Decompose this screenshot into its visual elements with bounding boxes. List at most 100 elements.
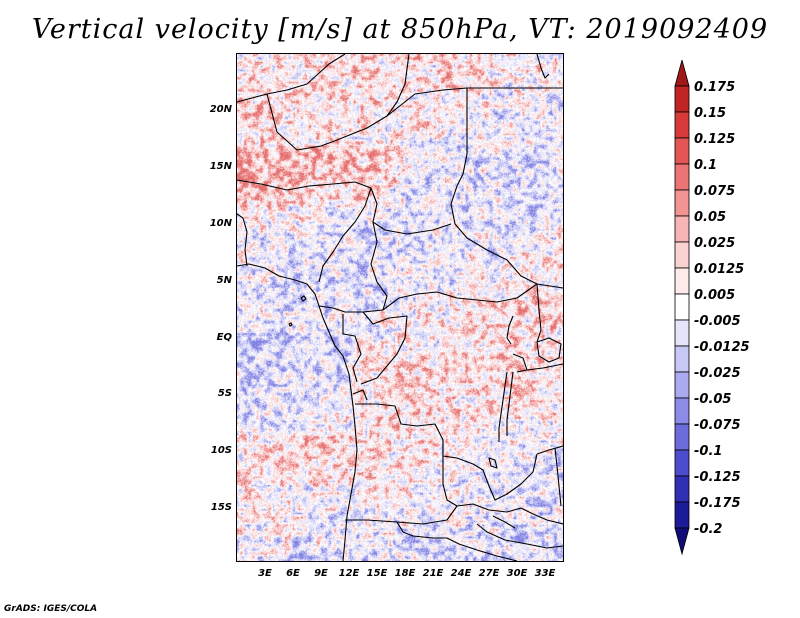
border-uganda-kenya [536,283,542,343]
colorbar-label: 0.0125 [694,262,745,277]
colorbar-segment [674,449,690,477]
colorbar-segment [674,501,690,529]
lake-tanganyika [498,371,508,442]
colorbar-label: 0.075 [694,184,736,199]
colorbar-label: -0.2 [694,522,723,537]
border-zambia [456,503,534,515]
colorbar-segment [674,215,690,243]
lon-label-24e: 24E [450,568,472,579]
lake-tanganyika-e [506,371,514,436]
colorbar-segment [674,267,690,295]
colorbar-label: 0.025 [694,236,736,251]
border-libya-chad [386,54,410,117]
colorbar-label: -0.0125 [694,340,750,355]
red-sea-coast [536,54,550,79]
map-title: Vertical velocity [m/s] at 850hPa, VT: 2… [31,14,769,45]
colorbar-label: -0.125 [694,470,741,485]
colorbar-label: 0.05 [694,210,727,225]
bioko-island [300,295,307,302]
lon-label-33e: 33E [534,568,556,579]
colorbar-label: -0.025 [694,366,741,381]
grads-credit: GrADS: IGES/COLA [4,604,98,614]
border-north-2 [266,87,468,151]
colorbar-label: 0.1 [694,158,718,173]
lon-label-15e: 15E [366,568,388,579]
border-zimbabwe [476,523,563,549]
border-cabinda [352,389,368,401]
lat-label-10n: 10N [209,218,232,229]
border-benin [237,213,248,267]
lon-label-21e: 21E [422,568,444,579]
lat-label-5s: 5S [217,388,232,399]
lat-label-eq: EQ [216,332,232,343]
colorbar-label: -0.175 [694,496,741,511]
lake-malawi [554,447,562,507]
lat-label-5n: 5N [216,275,232,286]
border-botswana [446,537,518,561]
border-tanzania [526,363,563,371]
colorbar-segment [674,111,690,139]
colorbar-segment [674,527,690,556]
lat-label-10s: 10S [210,445,232,456]
colorbar-label: -0.1 [694,444,723,459]
lon-label-9e: 9E [314,568,328,579]
colorbar-segment [674,345,690,373]
border-cameroon-car [370,221,388,311]
colorbar-segment [674,423,690,451]
border-gabon [342,314,362,383]
border-chad-south [370,187,452,235]
lon-label-27e: 27E [478,568,500,579]
colorbar-segment [674,319,690,347]
lon-label-12e: 12E [338,568,360,579]
lake-victoria [536,337,562,363]
lon-label-6e: 6E [286,568,300,579]
lat-label-15s: 15S [210,502,232,513]
lon-label-3e: 3E [258,568,272,579]
colorbar-label: -0.05 [694,392,732,407]
lake-albert [506,315,514,345]
border-nigeria-east [318,187,372,283]
border-zambia-north [488,453,538,501]
colorbar-label: 0.125 [694,132,736,147]
lake-mweru [488,457,498,469]
colorbar-segment [674,60,690,87]
colorbar-segment [674,241,690,269]
border-north-1 [237,54,346,103]
sao-tome-island [288,322,293,327]
atlantic-coastline [237,263,358,561]
border-angola-south [345,505,458,525]
colorbar-label: 0.005 [694,288,736,303]
border-nigeria-north [237,179,372,191]
colorbar-segment [674,163,690,191]
colorbar-segment [674,475,690,503]
colorbar-segment [674,397,690,425]
country-boundaries [237,54,563,561]
border-namibia [396,521,447,539]
lon-label-30e: 30E [506,568,528,579]
colorbar-label: 0.15 [694,106,727,121]
border-rwanda [512,353,528,373]
lon-label-18e: 18E [394,568,416,579]
colorbar-label: 0.175 [694,80,736,95]
border-tanzania-south [536,445,563,455]
colorbar [674,60,690,556]
border-drc-angola [355,403,490,487]
colorbar-segment [674,293,690,321]
border-car-congo [382,283,538,311]
lat-label-15n: 15N [209,161,232,172]
border-sudan [450,88,563,289]
colorbar-segment [674,85,690,113]
border-mozambique [532,513,563,525]
colorbar-segment [674,189,690,217]
lat-label-20n: 20N [209,104,232,115]
border-angola-zambia [442,456,458,507]
colorbar-label: -0.075 [694,418,741,433]
border-congo [360,311,408,385]
colorbar-segment [674,371,690,399]
map-panel [236,53,564,562]
colorbar-segment [674,137,690,165]
vertical-velocity-field [237,54,563,561]
lake-kariba [492,515,516,529]
border-cameroon-south [318,305,384,313]
colorbar-label: -0.005 [694,314,741,329]
